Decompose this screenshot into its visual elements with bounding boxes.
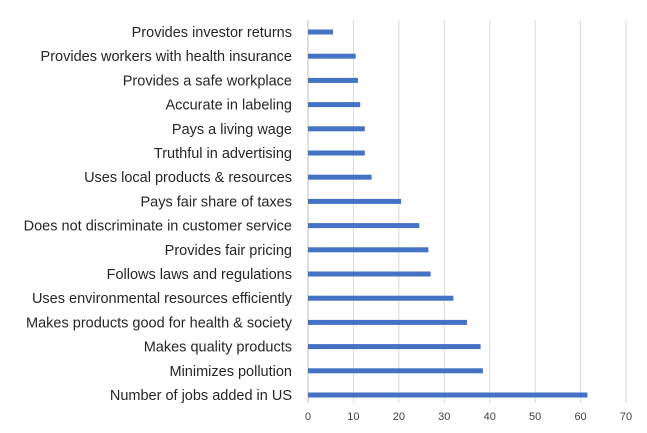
bar	[308, 392, 588, 398]
category-label: Makes quality products	[144, 340, 292, 356]
bars	[308, 29, 588, 398]
bar	[308, 271, 431, 277]
bar	[308, 223, 420, 229]
category-label: Pays a living wage	[172, 122, 292, 138]
bar	[308, 150, 365, 156]
category-label: Provides fair pricing	[165, 243, 292, 259]
bar	[308, 295, 454, 301]
category-label: Provides a safe workplace	[123, 73, 292, 89]
bar	[308, 77, 358, 83]
category-label: Minimizes pollution	[170, 364, 293, 380]
bar	[308, 29, 333, 35]
x-tick-label: 10	[347, 411, 359, 423]
category-labels: Provides investor returns Provides worker…	[24, 25, 293, 404]
category-label: Provides workers with health insurance	[41, 49, 292, 65]
category-label: Accurate in labeling	[165, 98, 292, 114]
bar	[308, 368, 483, 374]
x-tick-labels: 0 10 20 30 40 50 60 70	[305, 411, 632, 423]
category-label: Follows laws and regulations	[107, 267, 292, 283]
category-label: Uses local products & resources	[84, 170, 292, 186]
category-label: Does not discriminate in customer servic…	[24, 219, 292, 235]
bar	[308, 344, 481, 350]
bar	[308, 174, 372, 180]
x-tick-label: 60	[574, 411, 586, 423]
category-label: Pays fair share of taxes	[140, 194, 292, 210]
bar	[308, 53, 356, 59]
x-tick-label: 50	[529, 411, 541, 423]
bar	[308, 126, 365, 132]
gridlines	[307, 20, 627, 403]
category-label: Uses environmental resources efficiently	[32, 291, 293, 307]
x-tick-label: 40	[484, 411, 496, 423]
bar	[308, 198, 402, 204]
category-label: Makes products good for health & society	[26, 315, 293, 331]
category-label: Number of jobs added in US	[110, 388, 292, 404]
bar	[308, 247, 429, 253]
x-tick-label: 30	[438, 411, 450, 423]
bar	[308, 102, 361, 108]
category-label: Truthful in advertising	[154, 146, 292, 162]
x-tick-label: 70	[620, 411, 632, 423]
x-tick-label: 20	[393, 411, 405, 423]
x-tick-label: 0	[305, 411, 311, 423]
bar	[308, 319, 467, 325]
category-label: Provides investor returns	[132, 25, 292, 41]
